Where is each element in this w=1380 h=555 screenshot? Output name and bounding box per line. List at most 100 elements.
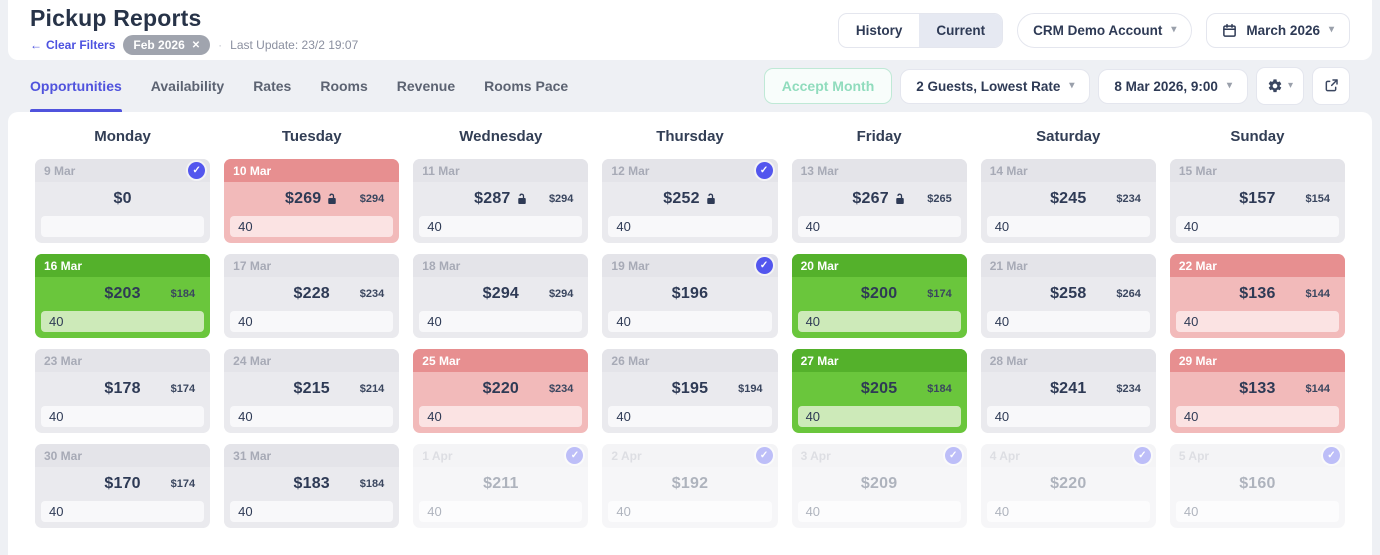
day-cell[interactable]: 13 Mar $267 $265 40 <box>791 159 967 243</box>
history-current-toggle: History Current <box>837 12 1004 48</box>
day-cell[interactable]: 9 Mar ✓ $0 <box>35 159 211 243</box>
secondary-price-value: $264 <box>1116 288 1141 300</box>
pickup-bar: 40 <box>419 216 583 237</box>
tab-revenue[interactable]: Revenue <box>396 78 456 94</box>
day-cell[interactable]: 31 Mar $183 $184 40 <box>224 444 400 528</box>
day-cell[interactable]: 28 Mar $241 $234 40 <box>980 349 1156 433</box>
pickup-value: 40 <box>1183 409 1199 424</box>
month-selector[interactable]: March 2026 ▾ <box>1206 12 1350 48</box>
day-cell[interactable]: 19 Mar ✓ $196 40 <box>602 254 778 338</box>
day-cell[interactable]: 23 Mar $178 $174 40 <box>35 349 211 433</box>
filter-chip[interactable]: Feb 2026 ✕ <box>123 35 211 55</box>
clear-filters-link[interactable]: ← Clear Filters <box>30 38 115 52</box>
guests-rate-selector[interactable]: 2 Guests, Lowest Rate ▾ <box>900 68 1091 104</box>
tab-opportunities[interactable]: Opportunities <box>30 60 122 112</box>
price-value: $205 <box>860 380 898 397</box>
day-cell[interactable]: 29 Mar $133 $144 40 <box>1169 349 1345 433</box>
price-value: $160 <box>1239 475 1276 492</box>
day-cell[interactable]: 3 Apr ✓ $209 40 <box>791 444 967 528</box>
day-cell[interactable]: 12 Mar ✓ $252 40 <box>602 159 778 243</box>
day-cell[interactable]: 25 Mar $220 $234 40 <box>413 349 589 433</box>
day-cell-body: $200 $174 <box>792 277 967 311</box>
day-cell[interactable]: 1 Apr ✓ $211 40 <box>413 444 589 528</box>
day-cell-date: 26 Mar <box>611 353 650 368</box>
dot-separator: · <box>218 38 223 52</box>
day-cell-date: 12 Mar <box>611 163 650 178</box>
day-cell[interactable]: 4 Apr ✓ $220 40 <box>980 444 1156 528</box>
day-cell-date: 29 Mar <box>1178 353 1217 368</box>
account-selector[interactable]: CRM Demo Account ▾ <box>1017 12 1193 48</box>
day-cell-date: 2 Apr <box>611 448 642 463</box>
day-cell[interactable]: 17 Mar $228 $234 40 <box>224 254 400 338</box>
pickup-value: 40 <box>1183 219 1199 234</box>
pickup-bar: 40 <box>797 216 961 237</box>
day-cell[interactable]: 15 Mar $157 $154 40 <box>1169 159 1345 243</box>
day-cell-body: $294 $294 <box>413 277 588 311</box>
close-icon[interactable]: ✕ <box>191 39 201 51</box>
day-cell-date: 13 Mar <box>800 163 839 178</box>
pickup-bar: 40 <box>230 501 394 522</box>
day-cell[interactable]: 21 Mar $258 $264 40 <box>980 254 1156 338</box>
pickup-bar: 40 <box>41 406 205 427</box>
pickup-value: 40 <box>238 219 253 234</box>
history-button[interactable]: History <box>855 22 903 38</box>
day-cell[interactable]: 2 Apr ✓ $192 40 <box>602 444 778 528</box>
day-cell-header: 3 Apr ✓ <box>791 444 967 467</box>
day-cell[interactable]: 14 Mar $245 $234 40 <box>980 159 1156 243</box>
day-cell-header: 11 Mar <box>413 159 589 182</box>
price-value: $0 <box>113 190 132 207</box>
day-cell-date: 19 Mar <box>611 258 650 273</box>
filters-row: ← Clear Filters Feb 2026 ✕ · Last Update… <box>30 35 358 55</box>
pickup-value: 40 <box>994 314 1010 329</box>
secondary-price-value: $174 <box>927 288 952 300</box>
calendar-grid: 9 Mar ✓ $0 10 Mar $269 <box>8 159 1372 528</box>
tab-rooms-pace[interactable]: Rooms Pace <box>484 78 569 94</box>
pickup-value: 40 <box>616 219 631 234</box>
day-cell[interactable]: 24 Mar $215 $214 40 <box>224 349 400 433</box>
price-value: $195 <box>671 380 709 397</box>
day-cell[interactable]: 5 Apr ✓ $160 40 <box>1169 444 1345 528</box>
day-cell-body: $245 $234 <box>981 182 1156 216</box>
tab-availability[interactable]: Availability <box>150 78 225 94</box>
tab-rooms[interactable]: Rooms <box>320 78 368 94</box>
day-cell[interactable]: 22 Mar $136 $144 40 <box>1169 254 1345 338</box>
secondary-price-value: $265 <box>927 193 952 205</box>
secondary-price-value: $174 <box>170 383 196 395</box>
tab-rates[interactable]: Rates <box>253 78 292 94</box>
day-cell[interactable]: 10 Mar $269 $294 40 <box>224 159 400 243</box>
day-cell-date: 15 Mar <box>1178 163 1217 178</box>
day-cell[interactable]: 16 Mar $203 $184 40 <box>35 254 211 338</box>
day-cell[interactable]: 11 Mar $287 $294 40 <box>413 159 589 243</box>
day-cell-header: 18 Mar <box>413 254 589 277</box>
day-header: Wednesday <box>459 128 543 145</box>
day-cell[interactable]: 18 Mar $294 $294 40 <box>413 254 589 338</box>
datetime-selector[interactable]: 8 Mar 2026, 9:00 ▾ <box>1098 68 1248 104</box>
day-cell[interactable]: 30 Mar $170 $174 40 <box>35 444 211 528</box>
day-cell-date: 23 Mar <box>44 353 83 368</box>
pickup-bar: 40 <box>608 311 772 332</box>
day-cell[interactable]: 26 Mar $195 $194 40 <box>602 349 778 433</box>
current-button[interactable]: Current <box>919 13 1003 47</box>
pickup-value: 40 <box>616 314 631 329</box>
toolbar: Opportunities Availability Rates Rooms Reven… <box>8 60 1372 112</box>
export-button[interactable] <box>1312 67 1350 105</box>
accept-month-button[interactable]: Accept Month <box>763 68 893 104</box>
day-cell-date: 21 Mar <box>989 258 1028 273</box>
pickup-value: 40 <box>427 219 442 234</box>
day-cell-body: $136 $144 <box>1170 277 1345 311</box>
check-badge-icon: ✓ <box>944 447 962 464</box>
day-cell-date: 20 Mar <box>800 258 839 273</box>
day-cell-date: 17 Mar <box>233 258 272 273</box>
price-value: $170 <box>104 475 141 492</box>
settings-button[interactable]: ▾ <box>1255 67 1304 105</box>
day-cell-body: $195 $194 <box>602 372 777 406</box>
day-cell[interactable]: 27 Mar $205 $184 40 <box>791 349 967 433</box>
day-cell-header: 20 Mar <box>791 254 967 277</box>
pickup-bar <box>41 216 205 237</box>
price-value: $245 <box>1050 190 1087 207</box>
day-cell-body: $178 $174 <box>35 372 210 406</box>
secondary-price-value: $184 <box>927 383 952 395</box>
day-cell[interactable]: 20 Mar $200 $174 40 <box>791 254 967 338</box>
day-cell-header: 14 Mar <box>980 159 1156 182</box>
gear-icon <box>1267 78 1283 94</box>
